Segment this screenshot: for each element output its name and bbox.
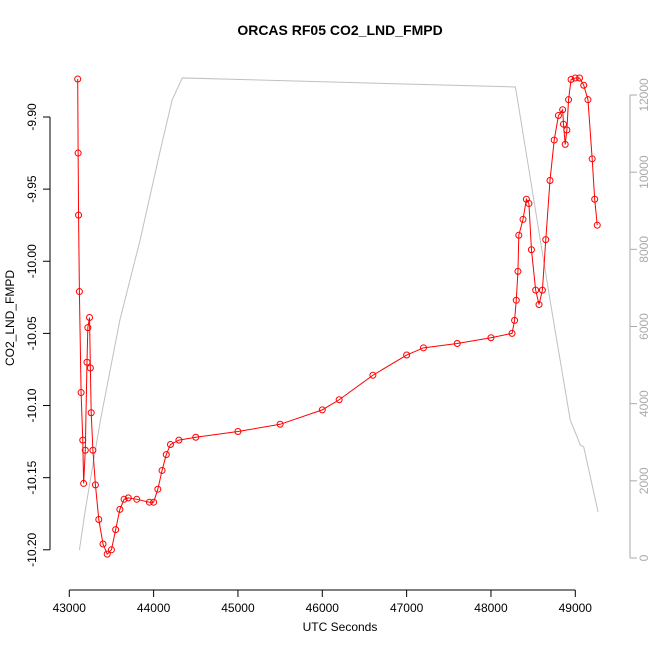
data-point — [86, 314, 94, 322]
data-point — [453, 339, 461, 347]
data-point — [561, 140, 569, 148]
data-point — [234, 427, 242, 435]
data-point — [175, 436, 183, 444]
y2-tick-label: 2000 — [637, 467, 650, 494]
y2-tick-label: 0 — [637, 554, 650, 561]
data-point — [542, 236, 550, 244]
data-point — [335, 396, 343, 404]
data-point — [77, 389, 85, 397]
data-point — [74, 149, 82, 157]
x-tick-label: 49000 — [559, 601, 593, 615]
y2-tick-label: 4000 — [637, 390, 650, 417]
data-point — [162, 451, 170, 459]
data-point — [95, 516, 103, 524]
data-point — [133, 495, 141, 503]
data-point — [158, 466, 166, 474]
data-point — [89, 446, 97, 454]
data-point — [588, 155, 596, 163]
data-point — [538, 286, 546, 294]
data-point — [81, 446, 89, 454]
data-point — [487, 334, 495, 342]
data-point — [419, 344, 427, 352]
data-point — [145, 498, 153, 506]
x-tick-label: 48000 — [474, 601, 508, 615]
data-point — [369, 371, 377, 379]
data-point — [535, 301, 543, 309]
y2-tick-label: 12000 — [637, 78, 650, 112]
data-point — [192, 433, 200, 441]
x-tick-label: 46000 — [306, 601, 340, 615]
data-point — [563, 126, 571, 134]
data-point — [84, 324, 92, 332]
y-tick-label: -10.20 — [25, 532, 39, 566]
data-point — [571, 74, 579, 82]
data-point — [580, 81, 588, 89]
data-point — [512, 296, 520, 304]
data-point — [576, 74, 584, 82]
y-axis-label: CO2_LND_FMPD — [3, 270, 17, 366]
y-tick-label: -9.95 — [25, 175, 39, 203]
data-point — [116, 505, 124, 513]
data-point — [525, 200, 533, 208]
data-point — [112, 526, 120, 534]
x-tick-label: 45000 — [221, 601, 255, 615]
y-tick-label: -10.00 — [25, 244, 39, 278]
data-point — [532, 286, 540, 294]
data-point — [150, 498, 158, 506]
y-tick-label: -9.90 — [25, 103, 39, 131]
data-point — [103, 550, 111, 558]
y2-tick-label: 10000 — [637, 155, 650, 189]
data-point — [593, 221, 601, 229]
data-point — [567, 75, 575, 83]
series-line — [78, 77, 599, 551]
data-point — [511, 316, 519, 324]
data-point — [527, 246, 535, 254]
data-point — [508, 329, 516, 337]
x-tick-label: 47000 — [390, 601, 424, 615]
data-point — [75, 211, 83, 219]
data-point — [318, 406, 326, 414]
data-point — [99, 540, 107, 548]
data-point — [86, 364, 94, 372]
x-tick-label: 44000 — [137, 601, 171, 615]
data-point — [120, 495, 128, 503]
x-tick-label: 43000 — [53, 601, 87, 615]
y-tick-label: -10.15 — [25, 460, 39, 494]
data-point — [79, 436, 87, 444]
data-point — [514, 267, 522, 275]
chart-title: ORCAS RF05 CO2_LND_FMPD — [237, 22, 442, 38]
data-point — [591, 195, 599, 203]
data-point — [515, 231, 523, 239]
data-point — [546, 176, 554, 184]
data-point — [276, 420, 284, 428]
data-point — [83, 358, 91, 366]
data-point — [554, 112, 562, 120]
data-point — [166, 440, 174, 448]
data-point — [559, 120, 567, 128]
data-point — [559, 106, 567, 114]
data-point — [565, 96, 573, 104]
y-tick-label: -10.05 — [25, 316, 39, 350]
data-point — [75, 288, 83, 296]
data-point — [584, 96, 592, 104]
y2-tick-label: 8000 — [637, 236, 650, 263]
data-point — [87, 409, 95, 417]
series-line — [77, 77, 598, 556]
data-point — [107, 546, 115, 554]
data-point — [154, 485, 162, 493]
data-point — [550, 136, 558, 144]
data-point — [403, 351, 411, 359]
data-point — [91, 481, 99, 489]
data-point — [519, 215, 527, 223]
data-point — [74, 75, 82, 83]
y2-tick-label: 6000 — [637, 313, 650, 340]
x-axis-label: UTC Seconds — [303, 620, 378, 634]
data-point — [124, 494, 132, 502]
data-point — [80, 479, 88, 487]
y-tick-label: -10.10 — [25, 388, 39, 422]
